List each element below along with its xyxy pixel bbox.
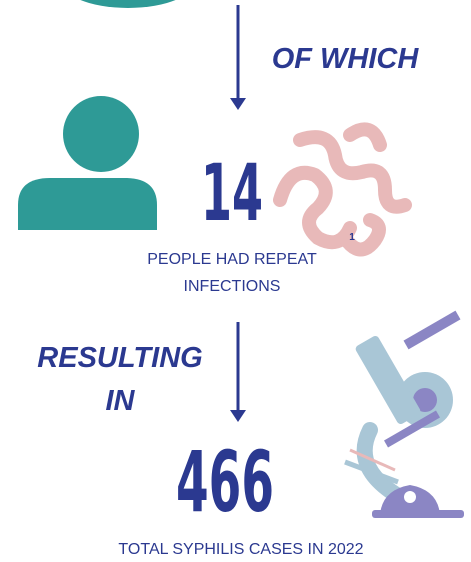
footnote-mark: 1 — [349, 232, 355, 243]
arrow — [230, 322, 246, 422]
caption: TOTAL SYPHILIS CASES IN 2022 — [118, 541, 363, 558]
microscope-icon — [345, 311, 464, 518]
repeat-count: 14 — [201, 149, 263, 239]
arrow — [230, 5, 246, 110]
caption-line: INFECTIONS — [184, 278, 281, 295]
bacteria-icon — [280, 129, 405, 249]
connector-text: IN — [106, 385, 136, 417]
caption-line: PEOPLE HAD REPEAT — [147, 251, 317, 268]
top-shape — [58, 0, 198, 8]
connector-text: OF WHICH — [272, 43, 420, 75]
connector-text: RESULTING — [37, 342, 202, 374]
total-count: 466 — [176, 433, 274, 531]
person-icon — [18, 96, 157, 230]
infographic: OF WHICH 14 1 PEOPLE HAD REPEAT INFECTIO… — [0, 0, 471, 562]
